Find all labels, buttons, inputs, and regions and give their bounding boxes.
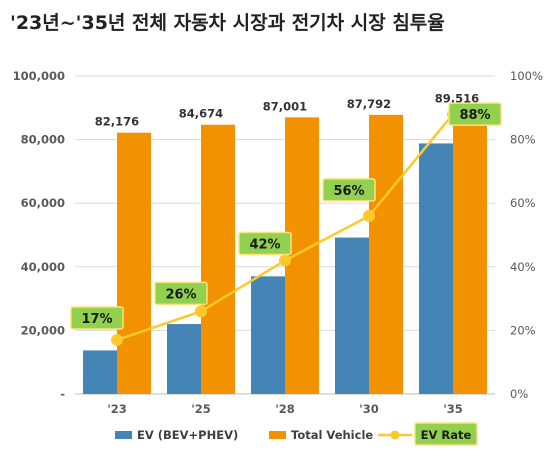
legend-marker-rate (390, 430, 400, 440)
ev-rate-data-label: 56% (333, 184, 364, 199)
y-right-tick-label: 0% (510, 387, 528, 401)
legend-label-box-rate (414, 422, 478, 446)
bar-total-data-label: 84,674 (179, 107, 223, 121)
x-tick-label: '23 (107, 402, 127, 416)
x-tick-label: '35 (443, 402, 463, 416)
ev-rate-point (363, 209, 375, 222)
x-tick-label: '28 (275, 402, 295, 416)
ev-rate-point (195, 305, 207, 318)
legend-label-total: Total Vehicle (291, 428, 373, 442)
bar-ev (83, 350, 117, 394)
ev-rate-data-label: 42% (249, 237, 280, 252)
bar-total-data-label: 87,792 (347, 97, 391, 111)
bar-total (201, 124, 235, 394)
legend-swatch-ev (115, 431, 132, 439)
legend-label-ev: EV (BEV+PHEV) (137, 428, 238, 442)
ev-rate-data-label: 88% (459, 108, 490, 123)
ev-rate-data-label: 17% (81, 312, 112, 327)
y-left-tick-label: 60,000 (21, 196, 65, 210)
bar-total (117, 132, 151, 395)
y-left-tick-label: 100,000 (13, 69, 65, 83)
ev-rate-label-box (70, 306, 124, 330)
bar-total-data-label: 82,176 (95, 115, 139, 129)
y-right-tick-label: 40% (510, 260, 536, 274)
y-right-tick-label: 100% (510, 69, 543, 83)
chart-title: '23년~'35년 전체 자동차 시장과 전기차 시장 침투율 (10, 12, 445, 34)
bar-ev (419, 143, 453, 394)
ev-rate-label-box (322, 178, 376, 202)
ev-rate-point (111, 333, 123, 346)
bar-total (369, 114, 403, 394)
ev-rate-data-label: 26% (165, 287, 196, 302)
y-left-tick-label: 20,000 (21, 323, 65, 337)
y-left-tick-label: 80,000 (21, 133, 65, 147)
y-left-tick-label: 40,000 (21, 260, 65, 274)
ev-rate-point (279, 254, 291, 267)
y-right-tick-label: 80% (510, 133, 536, 147)
ev-rate-label-box (238, 231, 292, 256)
bar-total-data-label: 89,516 (435, 91, 479, 105)
y-left-tick-label: - (60, 387, 65, 401)
ev-rate-label-box (448, 102, 502, 126)
x-tick-label: '30 (359, 402, 379, 416)
bar-total (453, 109, 487, 395)
x-tick-label: '25 (191, 402, 211, 416)
ev-rate-label-box (154, 281, 208, 306)
bar-total-data-label: 87,001 (263, 99, 307, 113)
legend-swatch-total (269, 431, 286, 439)
bar-ev (167, 324, 201, 394)
legend-label-rate: EV Rate (421, 428, 472, 442)
bar-ev (335, 237, 369, 394)
bar-total (285, 117, 319, 394)
y-right-tick-label: 20% (510, 323, 536, 337)
y-right-tick-label: 60% (510, 196, 536, 210)
bar-ev (251, 276, 285, 394)
